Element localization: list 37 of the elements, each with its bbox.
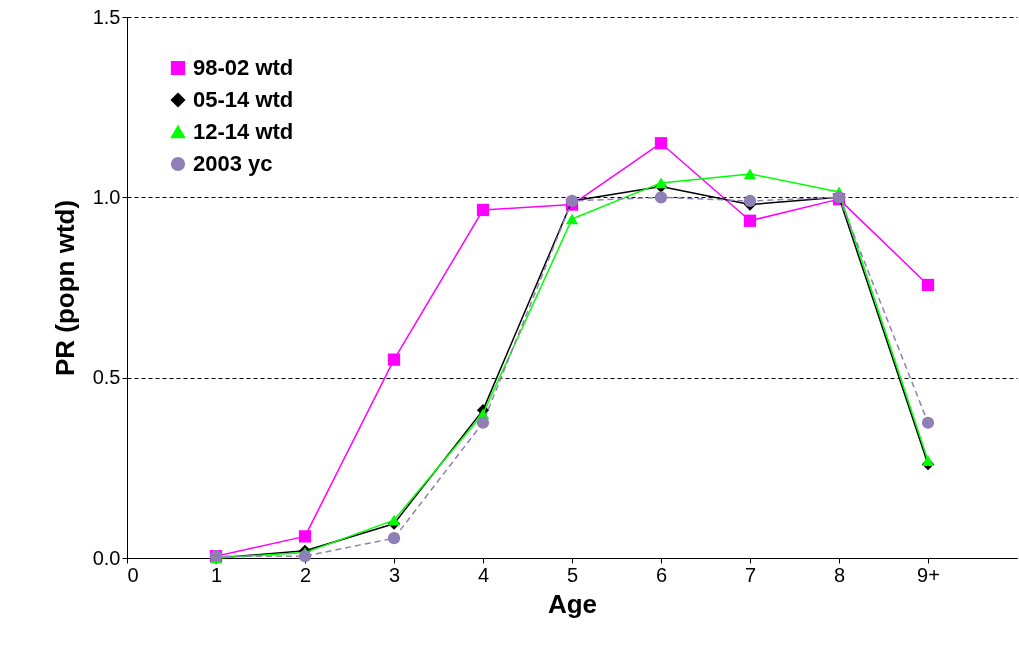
legend-label: 12-14 wtd <box>193 119 294 144</box>
y-tick-label: 0.5 <box>92 366 121 389</box>
point <box>743 194 757 208</box>
x-tick-label: 9+ <box>917 563 940 586</box>
point <box>387 532 401 545</box>
point <box>298 530 312 543</box>
x-tick-label: 6 <box>655 563 668 586</box>
x-tick-label: 2 <box>299 563 312 586</box>
point <box>654 177 668 189</box>
point <box>476 203 490 217</box>
point <box>565 213 579 225</box>
point <box>654 191 668 204</box>
x-tick-label: 4 <box>477 563 490 586</box>
point <box>743 214 757 227</box>
legend-label: 2003 yc <box>193 151 273 176</box>
point <box>743 168 757 180</box>
legend-label: 98-02 wtd <box>193 55 294 80</box>
point <box>387 353 401 366</box>
point <box>921 416 935 429</box>
y-axis-title: PR (popn wtd) <box>49 199 80 377</box>
point <box>921 278 935 292</box>
x-tick-label: 0 <box>127 563 139 586</box>
x-tick-label: 8 <box>833 563 846 586</box>
point <box>298 550 312 563</box>
point <box>387 514 401 526</box>
legend-label: 05-14 wtd <box>193 87 294 112</box>
x-tick-label: 1 <box>210 563 223 586</box>
x-tick-label: 3 <box>388 563 401 586</box>
point <box>654 137 668 150</box>
x-axis-title: Age <box>547 588 598 619</box>
y-tick-label: 1.5 <box>92 5 121 28</box>
point <box>476 416 490 429</box>
x-tick-label: 5 <box>566 563 579 586</box>
y-tick-label: 0.0 <box>92 546 121 569</box>
x-tick-label: 7 <box>744 563 757 586</box>
point <box>921 455 935 466</box>
y-tick-label: 1.0 <box>92 185 121 208</box>
